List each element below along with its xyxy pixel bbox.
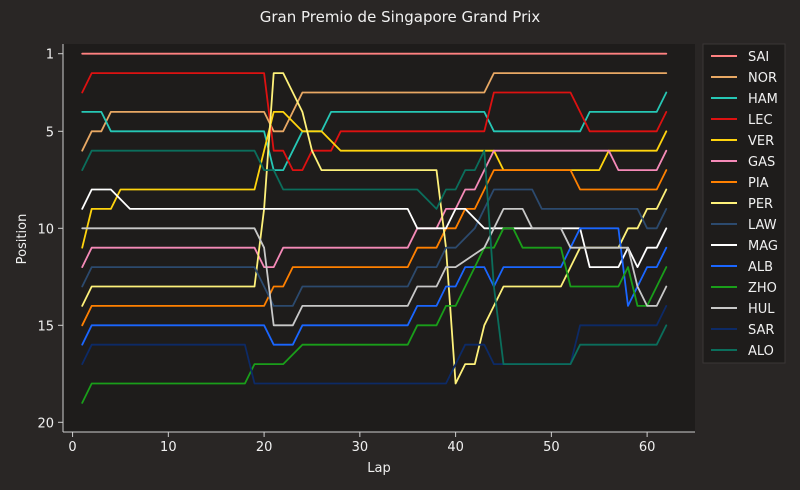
x-tick-label: 30 bbox=[352, 440, 369, 455]
legend: SAI NOR HAM LEC VER GAS PIA PER LAW MAG ALB ZHO HUL S… bbox=[702, 43, 786, 364]
legend-label-zho: ZHO bbox=[748, 281, 777, 296]
legend-label-law: LAW bbox=[748, 218, 777, 233]
x-tick-label: 60 bbox=[639, 440, 656, 455]
x-tick-label: 10 bbox=[160, 440, 177, 455]
x-tick-label: 20 bbox=[256, 440, 273, 455]
series-line-nor bbox=[81, 72, 668, 152]
legend-label-ver: VER bbox=[748, 134, 774, 149]
legend-label-pia: PIA bbox=[748, 176, 769, 191]
legend-label-alo: ALO bbox=[748, 344, 774, 359]
series-line-law bbox=[81, 188, 668, 307]
y-tick-label: 5 bbox=[46, 125, 54, 140]
series-line-alo bbox=[81, 149, 668, 366]
legend-label-sai: SAI bbox=[748, 50, 769, 65]
series-layer bbox=[81, 52, 668, 404]
legend-label-gas: GAS bbox=[748, 155, 775, 170]
series-line-lec bbox=[81, 72, 668, 172]
series-line-alb bbox=[81, 227, 668, 346]
x-axis-label: Lap bbox=[367, 461, 390, 476]
y-tick-label: 1 bbox=[46, 48, 54, 63]
x-tick-label: 50 bbox=[543, 440, 560, 455]
legend-label-alb: ALB bbox=[748, 260, 773, 275]
series-line-ver bbox=[81, 111, 668, 249]
series-line-mag bbox=[81, 188, 668, 269]
x-tick-label: 40 bbox=[447, 440, 464, 455]
series-line-sar bbox=[81, 304, 668, 385]
legend-label-nor: NOR bbox=[748, 71, 777, 86]
plot-area bbox=[63, 44, 695, 432]
legend-label-per: PER bbox=[748, 197, 773, 212]
y-tick-label: 15 bbox=[37, 319, 54, 334]
legend-label-mag: MAG bbox=[748, 239, 778, 254]
y-axis-label: Position bbox=[15, 214, 30, 265]
legend-label-sar: SAR bbox=[748, 323, 774, 338]
legend-label-hul: HUL bbox=[748, 302, 775, 317]
y-tick-label: 20 bbox=[37, 416, 54, 431]
y-tick-label: 10 bbox=[37, 222, 54, 237]
legend-label-ham: HAM bbox=[748, 92, 778, 107]
chart-title: Gran Premio de Singapore Grand Prix bbox=[260, 8, 541, 26]
series-line-hul bbox=[81, 207, 668, 327]
series-line-per bbox=[81, 72, 668, 385]
legend-label-lec: LEC bbox=[748, 113, 773, 128]
series-line-gas bbox=[81, 149, 668, 269]
x-tick-label: 0 bbox=[68, 440, 76, 455]
